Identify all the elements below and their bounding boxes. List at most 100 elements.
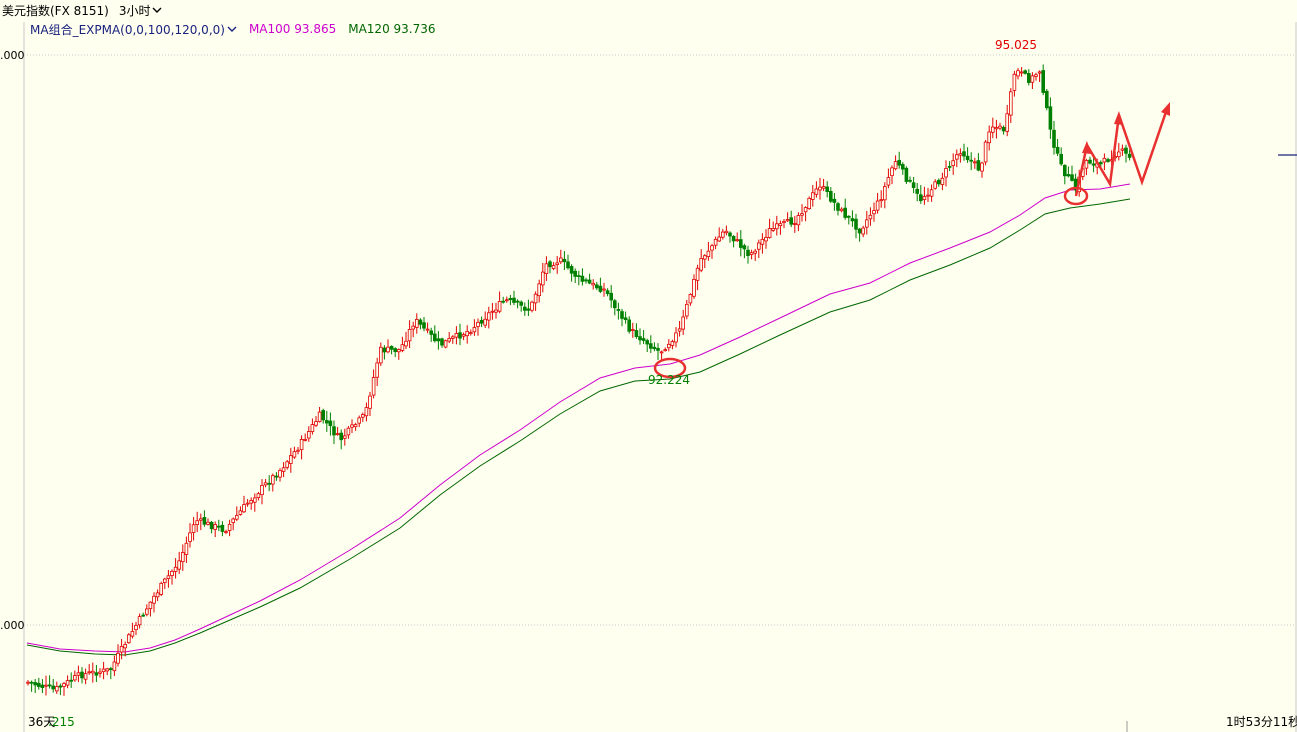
candle-body bbox=[375, 362, 379, 378]
candle-body bbox=[1012, 73, 1017, 91]
candle-body bbox=[389, 345, 394, 350]
candle-body bbox=[353, 424, 358, 428]
candle-body bbox=[1127, 153, 1132, 158]
candle-body bbox=[692, 279, 696, 297]
candle-body bbox=[29, 681, 34, 684]
candle-body bbox=[519, 301, 523, 306]
indicator-selector[interactable]: MA组合_EXPMA(0,0,100,120,0,0) bbox=[30, 21, 237, 38]
candle-body bbox=[94, 672, 99, 676]
candle-body bbox=[360, 414, 365, 418]
candle-body bbox=[861, 227, 865, 235]
candle-body bbox=[598, 285, 603, 292]
candle-body bbox=[929, 189, 934, 197]
candle-body bbox=[785, 219, 790, 222]
candle-body bbox=[807, 197, 811, 210]
candle-body bbox=[364, 407, 369, 417]
candle-body bbox=[109, 668, 113, 670]
candle-body bbox=[577, 275, 581, 278]
ma100-line bbox=[26, 183, 1131, 653]
candle-body bbox=[778, 223, 783, 227]
candle-body bbox=[548, 261, 552, 268]
candle-body bbox=[937, 179, 941, 185]
candle-body bbox=[641, 338, 646, 341]
candle-body bbox=[677, 328, 682, 332]
candle-body bbox=[177, 560, 182, 570]
candle-body bbox=[263, 482, 268, 486]
candle-body bbox=[922, 196, 927, 200]
candle-body bbox=[65, 680, 70, 686]
candle-body bbox=[278, 469, 282, 478]
candle-body bbox=[901, 164, 905, 170]
candle-body bbox=[483, 318, 487, 326]
candle-body bbox=[411, 325, 415, 330]
candle-body bbox=[508, 298, 513, 301]
candle-body bbox=[458, 332, 462, 339]
candle-body bbox=[328, 420, 333, 427]
indicator-legend: MA组合_EXPMA(0,0,100,120,0,0) MA100 93.865… bbox=[30, 20, 436, 38]
candle-body bbox=[872, 210, 876, 215]
candle-body bbox=[468, 332, 473, 334]
candle-body bbox=[515, 300, 520, 303]
candle-body bbox=[652, 346, 657, 350]
candle-body bbox=[317, 411, 322, 422]
candle-body bbox=[1120, 148, 1125, 151]
candle-body bbox=[530, 301, 534, 311]
candle-body bbox=[83, 673, 88, 680]
candle-body bbox=[868, 214, 873, 220]
candle-body bbox=[119, 645, 124, 653]
candle-body bbox=[591, 282, 595, 286]
candle-body bbox=[324, 420, 329, 424]
candle-body bbox=[976, 160, 981, 171]
candle-body bbox=[159, 582, 164, 595]
candle-body bbox=[616, 309, 621, 311]
candle-body bbox=[911, 182, 916, 188]
candle-body bbox=[699, 258, 703, 271]
candle-body bbox=[1019, 71, 1024, 74]
candle-body bbox=[386, 346, 390, 353]
candle-body bbox=[973, 161, 977, 164]
candle-body bbox=[134, 624, 138, 631]
candle-body bbox=[206, 521, 210, 525]
candle-body bbox=[555, 262, 559, 265]
candle-body bbox=[461, 334, 466, 337]
indicator-label: MA组合_EXPMA(0,0,100,120,0,0) bbox=[30, 22, 225, 37]
candle-body bbox=[148, 601, 153, 610]
candle-body bbox=[414, 319, 419, 328]
candle-body bbox=[314, 421, 318, 426]
candle-body bbox=[559, 257, 563, 263]
candle-body bbox=[998, 125, 1002, 129]
candle-body bbox=[767, 228, 772, 238]
candle-body bbox=[782, 220, 786, 223]
candle-body bbox=[303, 439, 307, 441]
candle-body bbox=[166, 575, 171, 579]
candle-body bbox=[595, 284, 599, 289]
candle-body bbox=[587, 279, 592, 284]
candle-body bbox=[541, 271, 545, 286]
candle-body bbox=[58, 685, 63, 688]
candle-body bbox=[771, 228, 775, 231]
candle-body bbox=[955, 154, 959, 160]
candle-body bbox=[663, 349, 667, 352]
candle-body bbox=[850, 218, 855, 222]
candle-body bbox=[1088, 159, 1092, 164]
candle-body bbox=[404, 340, 408, 347]
candle-body bbox=[162, 578, 167, 583]
candle-body bbox=[47, 684, 52, 687]
candle-body bbox=[1066, 174, 1071, 177]
candle-body bbox=[130, 631, 135, 637]
candle-body bbox=[1034, 74, 1038, 77]
candle-body bbox=[436, 338, 441, 342]
candle-body bbox=[760, 238, 765, 245]
candle-body bbox=[829, 190, 833, 202]
candle-body bbox=[101, 668, 106, 673]
candle-body bbox=[879, 199, 883, 202]
candle-body bbox=[897, 159, 901, 166]
candle-body bbox=[811, 192, 815, 200]
period-selector[interactable]: 3小时 bbox=[115, 2, 167, 19]
candle-body bbox=[962, 151, 966, 157]
candle-body bbox=[667, 343, 671, 349]
candle-body bbox=[789, 217, 793, 225]
candle-body bbox=[818, 186, 822, 191]
candle-body bbox=[620, 311, 624, 319]
